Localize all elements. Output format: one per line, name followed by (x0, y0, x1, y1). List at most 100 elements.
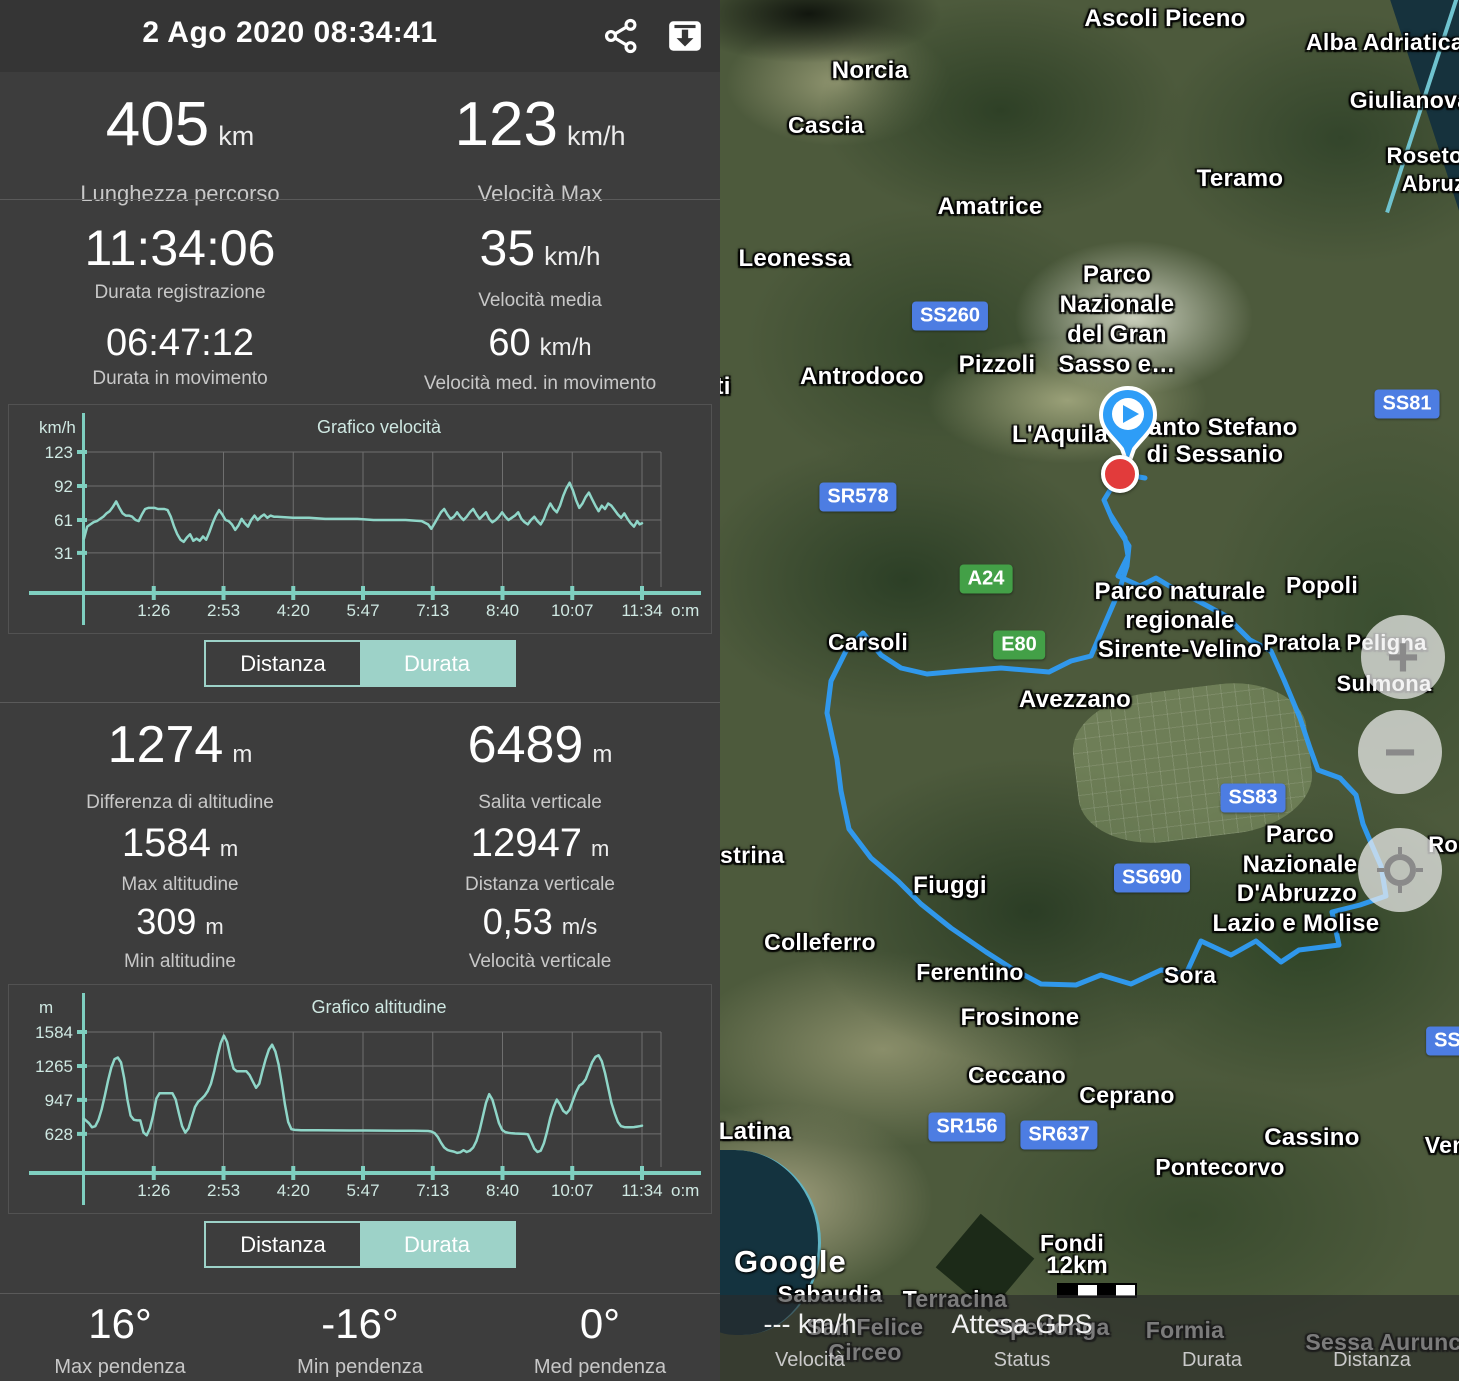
map-label: Cassino (1264, 1124, 1360, 1152)
map-label: Parco naturale (1094, 578, 1266, 606)
distanza-tab[interactable]: Distanza (206, 642, 360, 685)
stat-cell: 123 km/h Velocità Max (360, 74, 720, 207)
stat-cell: 1584 m Max altitudine (0, 814, 360, 896)
stat-value: 309 m (136, 901, 224, 942)
svg-text:2:53: 2:53 (207, 601, 240, 620)
road-shield: SS260 (911, 301, 989, 331)
svg-text:7:13: 7:13 (416, 1181, 449, 1200)
map-label: Amatrice (937, 193, 1043, 221)
svg-text:1:26: 1:26 (137, 601, 170, 620)
svg-text:Grafico altitudine: Grafico altitudine (311, 997, 446, 1017)
stat-label: Durata registrazione (94, 282, 266, 303)
map-panel[interactable]: Ascoli Piceno Alba Adriatica Norcia Giulian… (720, 0, 1459, 1381)
stat-unit: km/h (566, 121, 626, 151)
map-label: Carsoli (827, 628, 909, 655)
stat-value: 16° (88, 1300, 152, 1347)
stat-value: 6489 m (467, 716, 613, 774)
stat-label: Min altitudine (124, 951, 236, 972)
stat-label: Lunghezza percorso (80, 181, 280, 206)
map-label: Parco (1265, 821, 1335, 849)
map-label: Norcia (831, 57, 909, 85)
stat-cell: 1274 m Differenza di altitudine (0, 706, 360, 814)
map-label: Parco (1082, 261, 1152, 289)
stat-value: 60 km/h (488, 322, 592, 364)
gps-status-label: Status (993, 1349, 1051, 1371)
route-start-marker[interactable] (1096, 386, 1160, 470)
zoom-in-button[interactable]: + (1361, 615, 1445, 699)
slope-stats: 16° Max pendenza -16° Min pendenza 0° Med pen… (0, 1296, 720, 1379)
altitude-stats: 1274 m Differenza di altitudine 6489 m Salita… (0, 706, 720, 973)
svg-text:m: m (39, 998, 53, 1017)
divider (0, 199, 720, 200)
distance-label: Distanza (1333, 1349, 1411, 1371)
map-label: Ferentino (916, 958, 1024, 985)
stat-cell: 309 m Min altitudine (0, 896, 360, 973)
road-shield: SR637 (1020, 1120, 1098, 1150)
distanza-tab[interactable]: Distanza (206, 1223, 360, 1266)
map-label: Sasso e… (1058, 351, 1176, 379)
map-label: Fiuggi (913, 872, 987, 900)
svg-text:1265: 1265 (35, 1057, 73, 1076)
map-label: D'Abruzzo (1236, 880, 1358, 908)
road-shield: SS81 (1374, 389, 1440, 419)
altitude-chart-axis-toggle: Distanza Durata (204, 1221, 516, 1268)
map-label: Santo Stefano (1132, 414, 1298, 442)
svg-text:Grafico velocità: Grafico velocità (317, 417, 442, 437)
map-label: Teramo (1196, 165, 1284, 193)
download-button[interactable] (664, 16, 706, 58)
zoom-out-button[interactable]: − (1358, 710, 1442, 794)
map-label: Ceprano (1079, 1081, 1175, 1108)
road-shield: SR156 (928, 1112, 1006, 1142)
stat-cell: 35 km/h Velocità media (360, 202, 720, 312)
svg-text:2:53: 2:53 (207, 1181, 240, 1200)
stat-label: Velocità verticale (468, 951, 612, 972)
map-label: Alba Adriatica (1305, 28, 1459, 55)
map-label: Leonessa (738, 245, 852, 273)
stats-panel: 2 Ago 2020 08:34:41 405 km Lunghezza (0, 0, 720, 1381)
stat-value: 35 km/h (479, 220, 601, 276)
stat-unit: km/h (539, 334, 592, 361)
distance-status: Distanza (1333, 1295, 1411, 1372)
map-label: Rieti (720, 373, 731, 401)
map-status-bar: --- km/h Velocità Attesa GPS Status Dura… (720, 1295, 1459, 1381)
map-label: Palestrina (720, 841, 785, 868)
stat-unit: km (218, 121, 255, 151)
map-label: Sirente-Velino (1097, 636, 1263, 664)
road-shield: SR578 (819, 482, 897, 512)
durata-tab[interactable]: Durata (360, 1223, 514, 1266)
map-label: Cascia (788, 111, 864, 138)
stat-label: Durata in movimento (92, 368, 268, 389)
stat-value: 11:34:06 (84, 220, 276, 276)
stat-label: Velocità media (478, 290, 602, 311)
svg-text:92: 92 (54, 477, 73, 496)
svg-text:8:40: 8:40 (486, 601, 519, 620)
road-shield: A24 (959, 564, 1013, 594)
stat-cell: 06:47:12 Durata in movimento (0, 312, 360, 395)
gps-status: Attesa GPS Status (951, 1295, 1092, 1372)
map-label: Giulianova (1349, 86, 1459, 113)
map-label: Fondi (1039, 1229, 1105, 1256)
speed-chart-axis-toggle: Distanza Durata (204, 640, 516, 687)
svg-text:1584: 1584 (35, 1023, 73, 1042)
svg-text:4:20: 4:20 (277, 601, 310, 620)
map-label: Colleferro (764, 928, 876, 955)
map-label: del Gran (1067, 321, 1167, 349)
durata-tab[interactable]: Durata (360, 642, 514, 685)
stat-value: 1274 m (107, 716, 253, 774)
svg-text:7:13: 7:13 (416, 601, 449, 620)
svg-text:5:47: 5:47 (346, 1181, 379, 1200)
stat-label: Distanza verticale (465, 874, 615, 895)
summary-stats: 405 km Lunghezza percorso 123 km/h Velocità M… (0, 74, 720, 207)
map-label: Latina (720, 1118, 792, 1146)
svg-text:61: 61 (54, 511, 73, 530)
share-icon (604, 18, 637, 53)
stat-label: Min pendenza (297, 1356, 423, 1378)
share-button[interactable] (600, 16, 642, 58)
stat-cell: 0,53 m/s Velocità verticale (360, 896, 720, 973)
stat-cell: 405 km Lunghezza percorso (0, 74, 360, 207)
my-location-button[interactable] (1358, 828, 1442, 912)
svg-text:o:m: o:m (671, 1181, 699, 1200)
speed-chart: 1:26 2:53 4:20 5:47 7:13 8:40 10:07 11:34 o:m 123… (8, 404, 712, 634)
stat-label: Salita verticale (478, 792, 602, 813)
svg-text:o:m: o:m (671, 601, 699, 620)
